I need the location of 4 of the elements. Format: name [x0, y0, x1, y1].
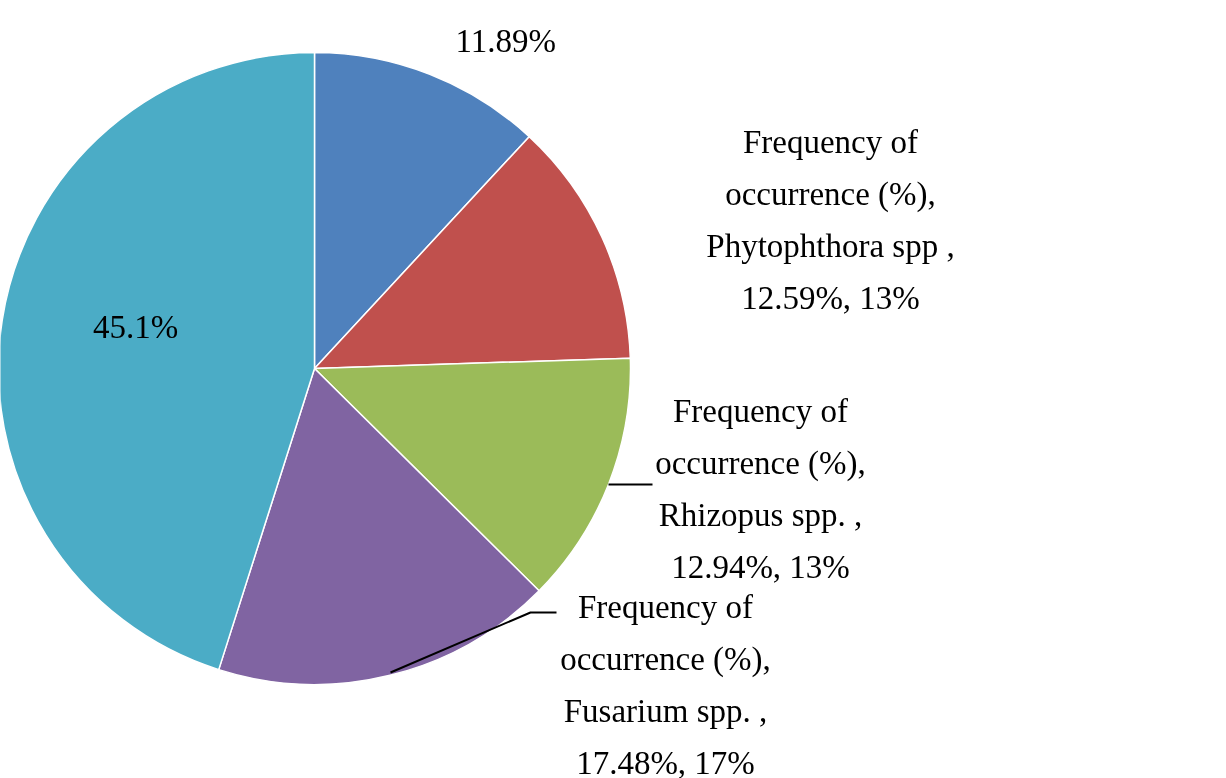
data-label: 11.89%	[455, 22, 557, 59]
data-label: 45.1%	[92, 308, 179, 345]
data-label: Frequency of occurrence (%), Phytophthora spp , 12.59%, 13%	[706, 123, 955, 317]
data-label: Frequency of occurrence (%), Rhizopus spp. , 12.94%, 13%	[655, 392, 866, 586]
